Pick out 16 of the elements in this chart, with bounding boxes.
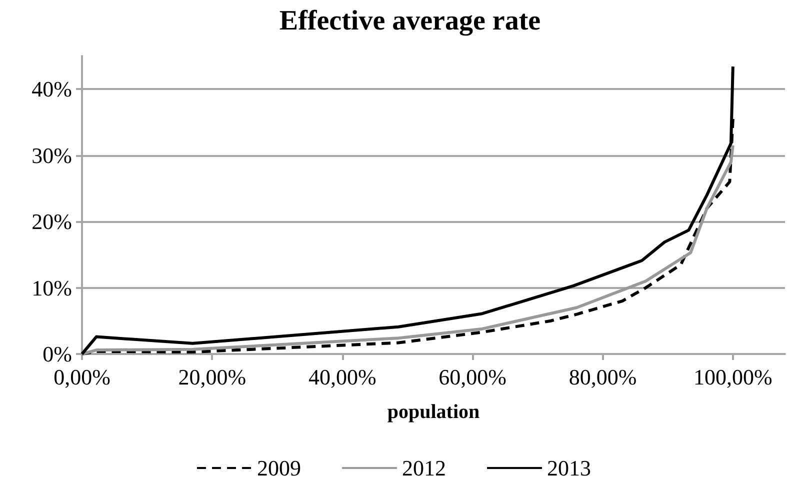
x-axis-title: population bbox=[387, 401, 480, 423]
x-tick-label: 80,00% bbox=[568, 364, 637, 390]
legend-label: 2009 bbox=[257, 456, 301, 480]
x-tick-label: 0,00% bbox=[54, 364, 110, 390]
y-tick-label: 40% bbox=[32, 76, 72, 102]
y-tick-label: 30% bbox=[32, 142, 72, 168]
legend-label: 2012 bbox=[402, 456, 446, 480]
x-tick-label: 100,00% bbox=[694, 364, 772, 390]
x-tick-label: 40,00% bbox=[308, 364, 376, 390]
y-tick-label: 10% bbox=[32, 275, 72, 300]
legend-label: 2013 bbox=[547, 456, 591, 480]
x-tick-label: 20,00% bbox=[178, 364, 246, 390]
y-tick-label: 20% bbox=[32, 209, 72, 234]
x-tick-label: 60,00% bbox=[438, 364, 506, 390]
chart-title: Effective average rate bbox=[279, 6, 541, 36]
y-tick-label: 0% bbox=[42, 342, 72, 366]
